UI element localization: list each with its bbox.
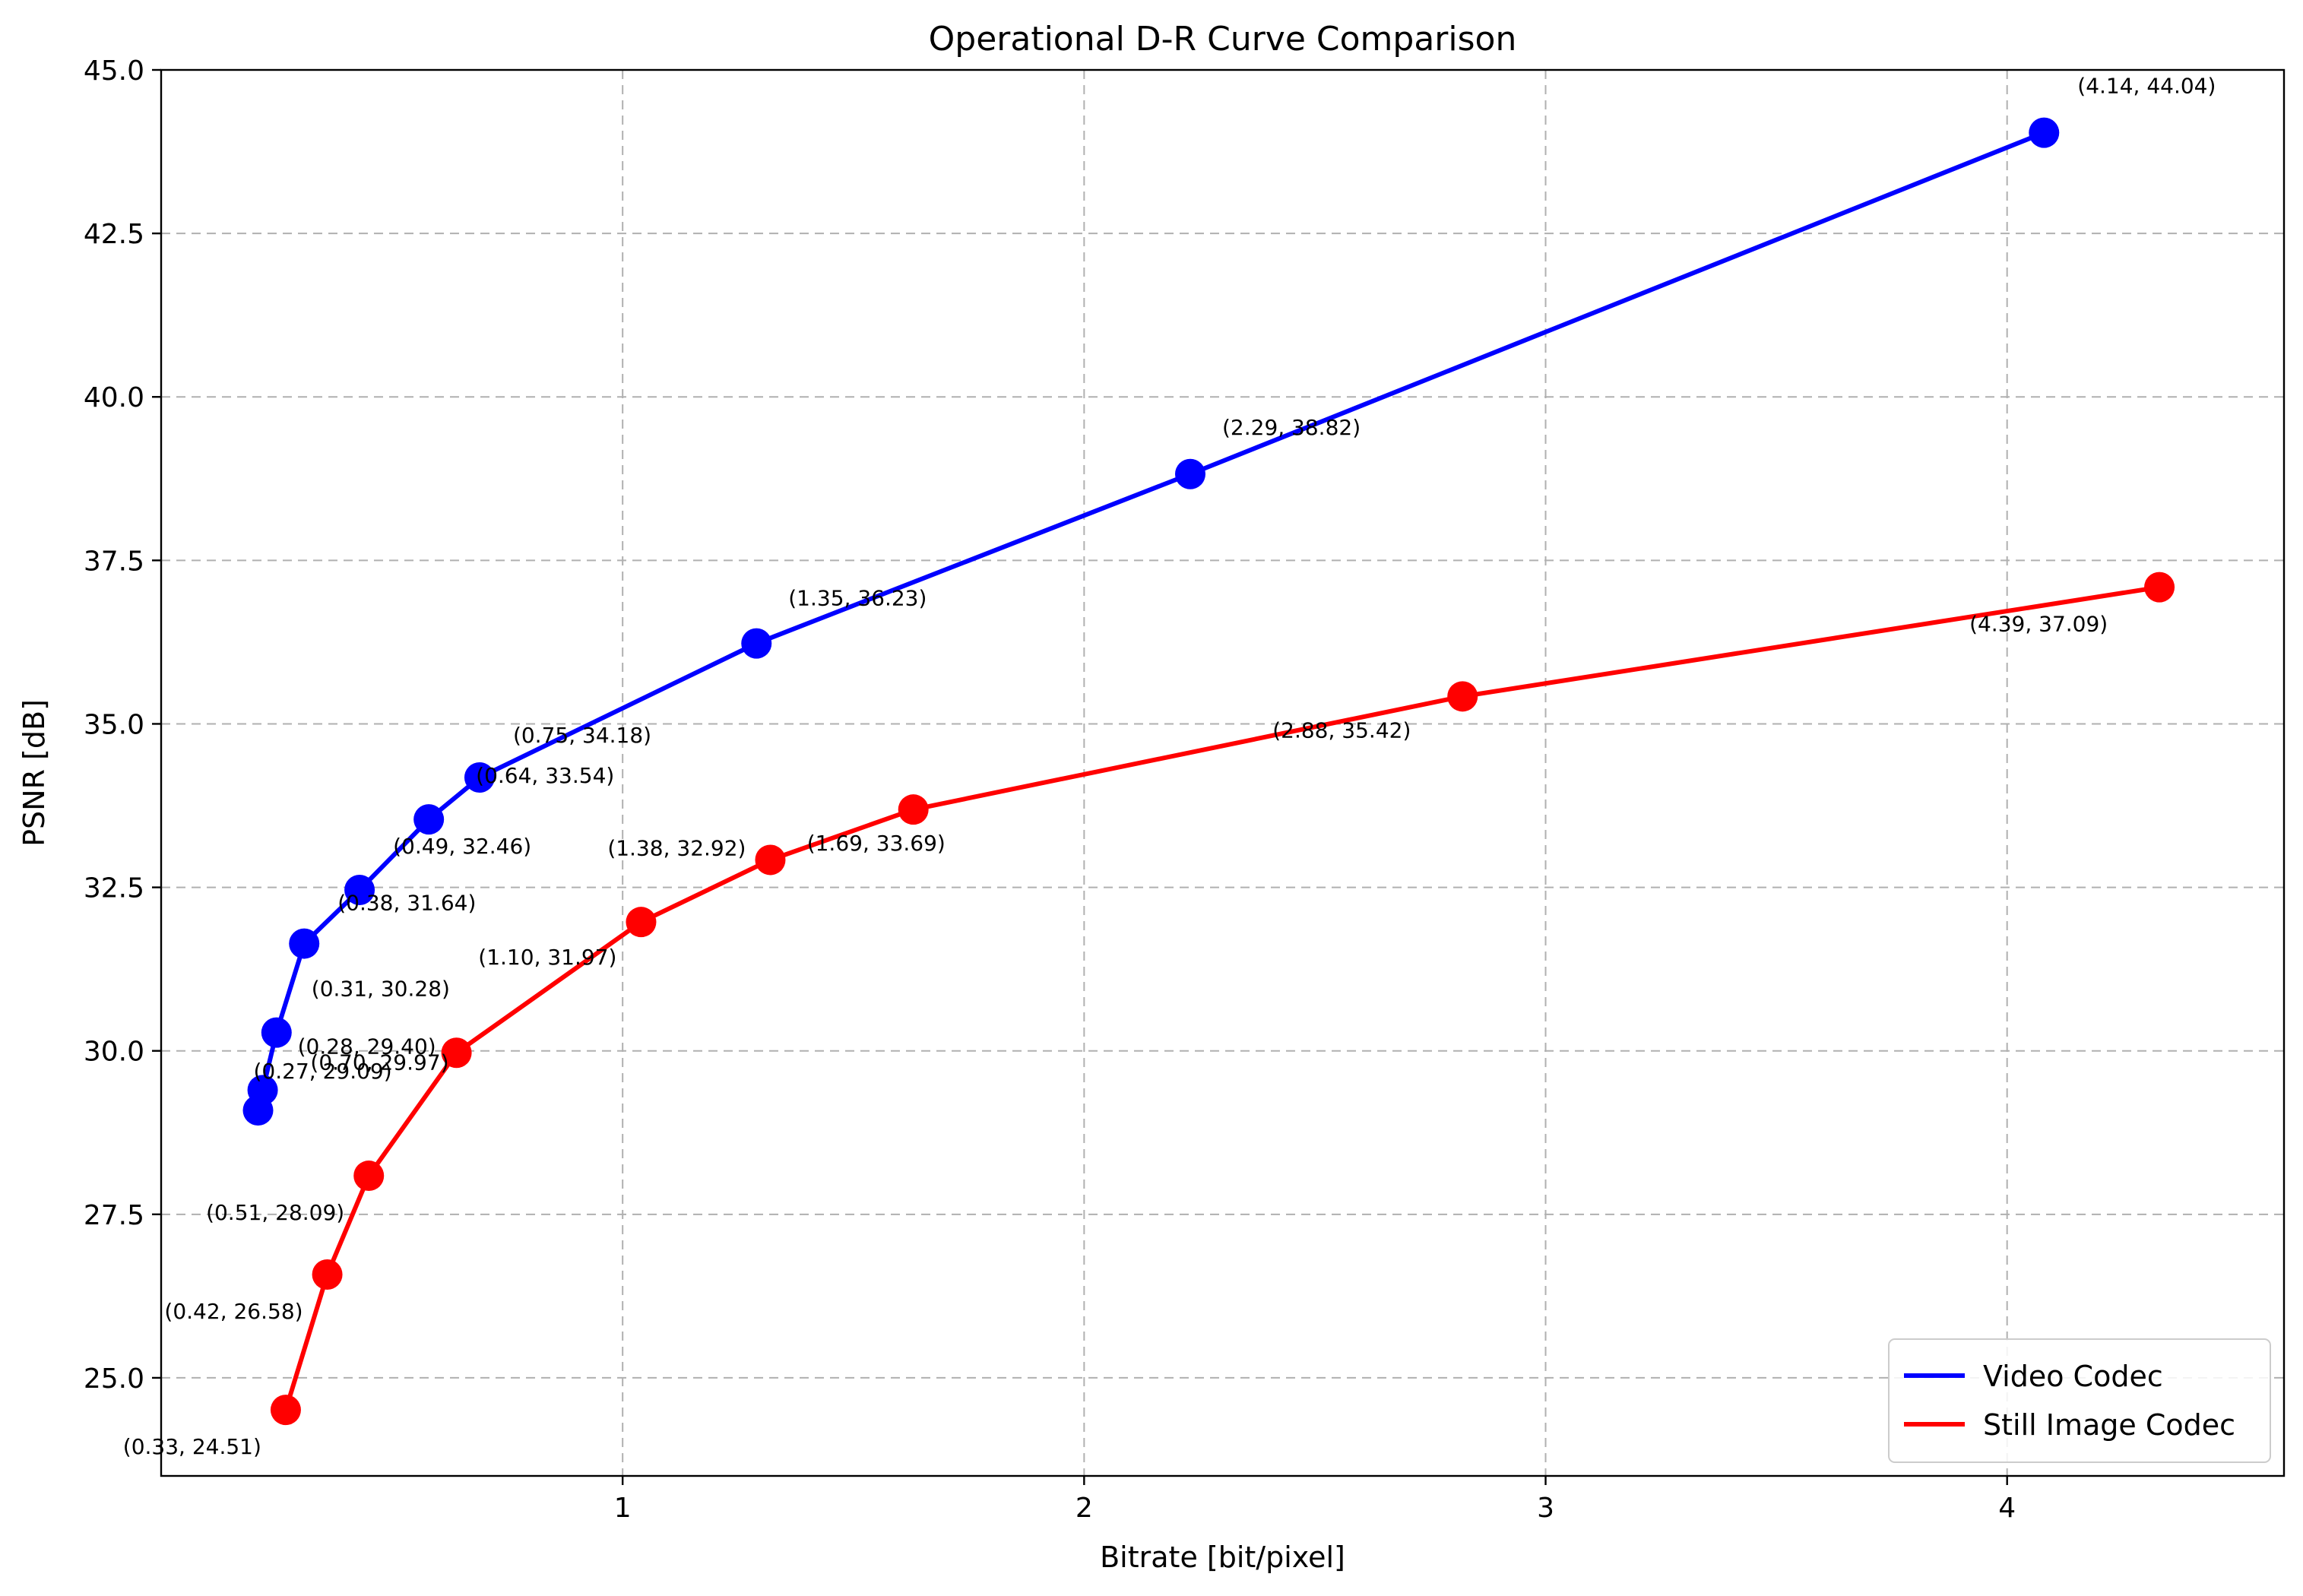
- data-label: (2.29, 38.82): [1222, 415, 1361, 440]
- data-label: (4.39, 37.09): [1969, 612, 2108, 637]
- series-layer: [242, 117, 2175, 1426]
- x-tick-label: 3: [1537, 1493, 1554, 1524]
- data-label: (0.75, 34.18): [513, 723, 651, 748]
- data-point: [2029, 117, 2060, 148]
- data-point: [353, 1161, 385, 1192]
- series-line-video-codec: [255, 130, 2045, 1111]
- data-point: [270, 1395, 301, 1426]
- data-label: (0.27, 29.09): [254, 1059, 392, 1084]
- data-label: (1.35, 36.23): [788, 586, 927, 611]
- data-label: (0.38, 31.64): [337, 891, 476, 916]
- data-label: (1.38, 32.92): [607, 835, 746, 860]
- x-axis-label: Bitrate [bit/pixel]: [1100, 1541, 1345, 1574]
- data-point: [1174, 458, 1205, 489]
- data-label: (1.69, 33.69): [807, 831, 946, 856]
- data-label: (1.10, 31.97): [478, 945, 616, 970]
- y-axis-label: PSNR [dB]: [17, 699, 51, 847]
- data-point: [312, 1259, 343, 1290]
- legend-label: Video Codec: [1983, 1360, 2163, 1393]
- y-tick-label: 30.0: [84, 1037, 144, 1068]
- data-label: (0.33, 24.51): [123, 1434, 261, 1459]
- data-point: [898, 794, 929, 825]
- point-label-layer: (0.27, 29.09)(0.28, 29.40) (0.31, 30.28) (…: [123, 74, 2216, 1459]
- x-tick-label: 2: [1075, 1493, 1093, 1524]
- data-point: [755, 844, 786, 876]
- x-tick-label: 4: [1998, 1493, 2016, 1524]
- y-tick-label: 45.0: [84, 55, 144, 87]
- data-point: [626, 907, 657, 938]
- data-label: (0.49, 32.46): [393, 834, 531, 859]
- data-point: [344, 875, 375, 906]
- data-point: [1447, 681, 1478, 712]
- data-point: [289, 928, 320, 959]
- data-point: [464, 762, 495, 793]
- y-tick-label: 27.5: [84, 1200, 144, 1231]
- data-label: (0.28, 29.40): [298, 1034, 436, 1059]
- x-tick-label: 1: [614, 1493, 632, 1524]
- data-label: (0.64, 33.54): [476, 763, 614, 788]
- data-point: [413, 804, 445, 835]
- legend: Video Codec Still Image Codec: [1888, 1338, 2271, 1463]
- tick-layer: 1 2 3 4 25.0 27.5 30.0 32.5 35.0 37.5 40.0 42.5 45.0: [84, 55, 2016, 1524]
- legend-box: [1888, 1338, 2271, 1463]
- data-point: [441, 1037, 472, 1069]
- plot-frame: [160, 68, 2286, 1477]
- chart-title: Operational D-R Curve Comparison: [929, 20, 1517, 59]
- data-point: [741, 628, 772, 659]
- data-point: [2144, 572, 2175, 603]
- y-tick-label: 32.5: [84, 873, 144, 904]
- data-label: (0.51, 28.09): [206, 1200, 344, 1225]
- data-label: (0.31, 30.28): [312, 977, 450, 1002]
- data-label: (0.42, 26.58): [164, 1299, 303, 1324]
- data-label: (2.88, 35.42): [1272, 717, 1411, 743]
- legend-label: Still Image Codec: [1983, 1408, 2235, 1442]
- data-point: [247, 1075, 278, 1106]
- y-tick-label: 25.0: [84, 1363, 144, 1395]
- y-tick-label: 42.5: [84, 219, 144, 250]
- y-tick-label: 35.0: [84, 709, 144, 740]
- data-point: [261, 1017, 292, 1048]
- y-tick-label: 37.5: [84, 546, 144, 577]
- data-label: (0.70, 29.97): [310, 1050, 448, 1075]
- y-tick-label: 40.0: [84, 382, 144, 413]
- data-label: (4.14, 44.04): [2077, 74, 2216, 99]
